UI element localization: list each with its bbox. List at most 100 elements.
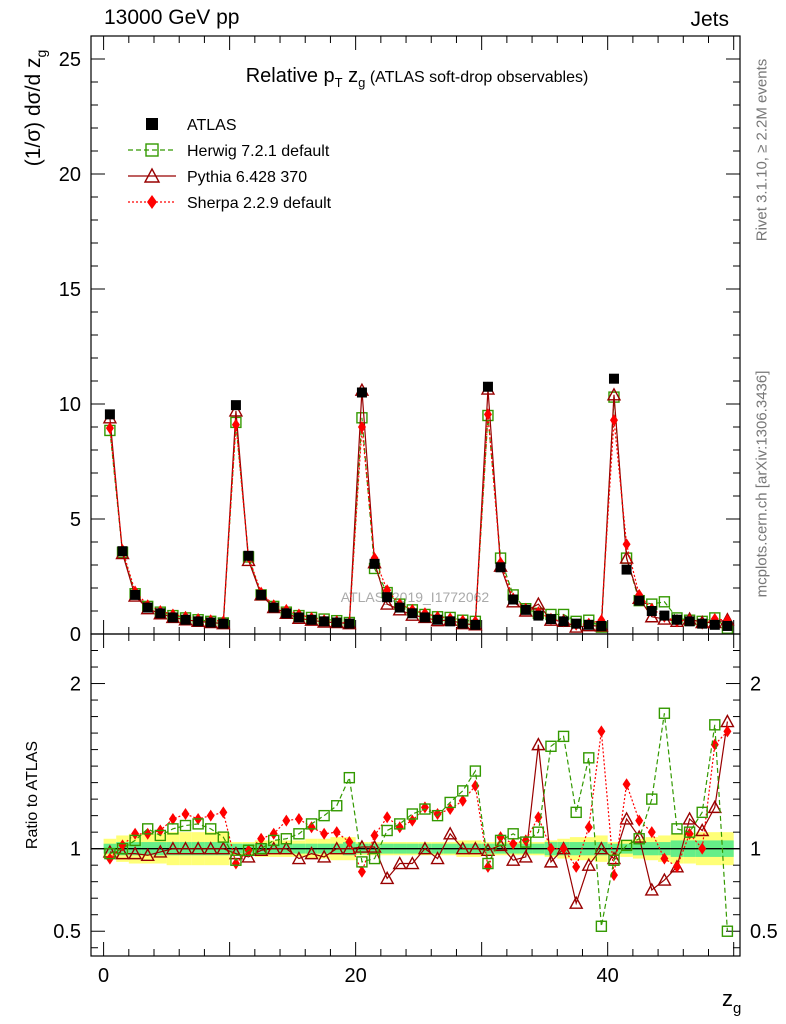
marker-atlas [218, 618, 229, 629]
upper-ytick-label: 10 [59, 394, 81, 416]
marker-pythia-6-428-370 [581, 857, 596, 871]
marker-atlas [659, 610, 670, 621]
title-sub-g: g [358, 75, 365, 90]
marker-sherpa-2-2-9-default [357, 865, 366, 878]
marker-atlas [571, 618, 582, 629]
marker-sherpa-2-2-9-default [383, 811, 392, 824]
marker-herwig-7-2-1-default [683, 826, 696, 838]
marker-pythia-6-428-370 [316, 849, 332, 863]
marker-herwig-7-2-1-default [721, 925, 734, 937]
marker-pythia-6-428-370 [216, 841, 231, 855]
marker-sherpa-2-2-9-default [584, 821, 593, 834]
marker-pythia-6-428-370 [568, 895, 584, 909]
marker-pythia-6-428-370 [329, 841, 344, 855]
marker-herwig-7-2-1-default [595, 920, 608, 932]
marker-pythia-6-428-370 [594, 841, 609, 855]
legend-label-pythia-6-428-370: Pythia 6.428 370 [187, 169, 307, 186]
marker-sherpa-2-2-9-default [332, 826, 341, 839]
marker-sherpa-2-2-9-default [622, 538, 631, 551]
lower-ytick-label-right: 2 [750, 674, 761, 696]
marker-herwig-7-2-1-default [192, 818, 204, 830]
energy-label: 13000 GeV pp [104, 6, 240, 29]
upper-ytick-label: 20 [59, 164, 81, 186]
marker-sherpa-2-2-9-default [370, 829, 379, 842]
title-sub-pt: T [335, 75, 343, 90]
marker-sherpa-2-2-9-default [698, 842, 707, 855]
marker-sherpa-2-2-9-default [257, 832, 266, 845]
marker-pythia-6-428-370 [178, 841, 193, 855]
marker-pythia-6-428-370 [127, 846, 143, 860]
marker-sherpa-2-2-9-default [672, 860, 681, 873]
lower-ytick-label-right: 1 [750, 839, 761, 861]
title-part-mid: z [343, 65, 359, 87]
marker-pythia-6-428-370 [632, 829, 647, 843]
marker-pythia-6-428-370 [657, 872, 672, 886]
marker-pythia-6-428-370 [140, 847, 155, 861]
marker-herwig-7-2-1-default [356, 856, 368, 868]
marker-pythia-6-428-370 [291, 851, 307, 865]
marker-sherpa-2-2-9-default [609, 869, 618, 882]
marker-atlas [155, 608, 166, 619]
legend: ATLAS Herwig 7.2.1 default Pythia 6.428 37… [128, 117, 332, 212]
marker-herwig-7-2-1-default [255, 842, 267, 855]
lower-xtick-label: 20 [345, 965, 367, 987]
marker-herwig-7-2-1-default [494, 834, 507, 847]
marker-herwig-7-2-1-default [305, 818, 318, 830]
marker-herwig-7-2-1-default [507, 828, 519, 840]
marker-sherpa-2-2-9-default [635, 814, 644, 827]
marker-atlas [646, 606, 657, 616]
marker-sherpa-2-2-9-default [131, 827, 140, 840]
marker-sherpa-2-2-9-default [559, 842, 568, 855]
marker-sherpa-2-2-9-default [118, 839, 127, 852]
marker-atlas [180, 614, 191, 625]
marker-herwig-7-2-1-default [482, 857, 494, 870]
lower-ytick-label-right: 0.5 [750, 921, 778, 943]
marker-pythia-6-428-370 [606, 851, 622, 865]
marker-atlas [545, 614, 556, 625]
marker-herwig-7-2-1-default [217, 831, 230, 843]
marker-herwig-7-2-1-default [293, 828, 305, 840]
legend-label-sherpa-2-2-9-default: Sherpa 2.2.9 default [187, 195, 332, 212]
legend-marker-atlas [146, 118, 158, 130]
marker-sherpa-2-2-9-default [420, 801, 429, 814]
marker-atlas [495, 562, 506, 573]
marker-sherpa-2-2-9-default [546, 842, 555, 855]
marker-atlas [230, 400, 241, 411]
marker-atlas [697, 618, 708, 629]
marker-atlas [634, 595, 645, 606]
marker-atlas [470, 619, 481, 630]
marker-sherpa-2-2-9-default [294, 812, 303, 825]
marker-atlas [193, 616, 204, 627]
marker-herwig-7-2-1-default [646, 793, 658, 805]
marker-atlas [356, 387, 367, 398]
upper-y-label-sub: g [33, 50, 49, 58]
marker-atlas [608, 373, 619, 384]
marker-atlas [319, 616, 330, 627]
marker-atlas [583, 619, 594, 630]
marker-herwig-7-2-1-default [331, 800, 343, 812]
marker-pythia-6-428-370 [455, 841, 470, 855]
upper-ytick-label: 25 [59, 49, 81, 71]
marker-sherpa-2-2-9-default [395, 821, 404, 834]
marker-herwig-7-2-1-default [658, 707, 671, 719]
marker-herwig-7-2-1-default [154, 829, 167, 842]
lower-series [102, 707, 735, 937]
marker-atlas [684, 616, 695, 627]
marker-herwig-7-2-1-default [419, 803, 431, 815]
marker-herwig-7-2-1-default [142, 823, 154, 835]
marker-sherpa-2-2-9-default [483, 860, 492, 873]
legend-marker-herwig-7-2-1-default [145, 143, 159, 157]
lower-ytick-label: 2 [70, 674, 81, 696]
marker-pythia-6-428-370 [682, 811, 697, 825]
marker-herwig-7-2-1-default [179, 819, 192, 832]
marker-sherpa-2-2-9-default [345, 836, 354, 849]
marker-atlas [205, 617, 216, 628]
marker-atlas [104, 409, 115, 420]
marker-sherpa-2-2-9-default [105, 422, 114, 435]
marker-herwig-7-2-1-default [570, 806, 582, 819]
marker-herwig-7-2-1-default [167, 823, 179, 835]
legend-label-atlas: ATLAS [187, 117, 237, 134]
marker-herwig-7-2-1-default [318, 809, 330, 822]
marker-herwig-7-2-1-default [557, 730, 570, 743]
lower-panel: 0.5 0.5 1 1 2 2 0 20 40 [53, 633, 778, 987]
